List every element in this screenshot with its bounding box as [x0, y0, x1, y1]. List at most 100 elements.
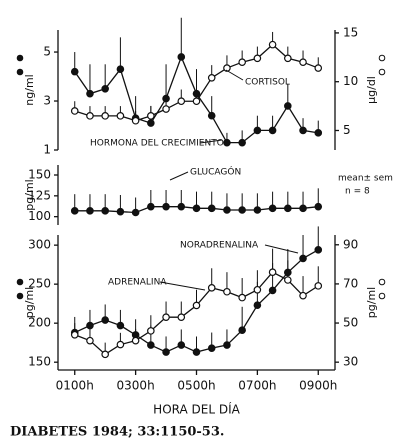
point [147, 341, 155, 349]
y2-tick-label: 15 [343, 25, 358, 39]
point [268, 40, 277, 49]
x-tick-label: 0900h [299, 379, 337, 393]
point [192, 204, 201, 213]
y2-tick-label: 50 [343, 316, 358, 330]
point [299, 58, 307, 66]
y2-tick-label: 5 [343, 123, 351, 137]
y2-axis-label: pg/ml [365, 287, 378, 318]
axis-symbol [378, 54, 386, 62]
point [207, 111, 216, 120]
point [284, 276, 292, 284]
point [101, 112, 109, 120]
point [116, 321, 125, 330]
label-arrow [264, 244, 299, 254]
y-tick-label: 300 [28, 238, 51, 252]
point [116, 207, 125, 216]
point [268, 204, 277, 213]
point [299, 126, 307, 135]
point [101, 84, 109, 93]
point [116, 340, 125, 349]
point [253, 54, 262, 63]
point [238, 326, 246, 335]
series-label: HORMONA DEL CRECIMIENTO [90, 139, 224, 149]
y2-tick-label: 90 [343, 237, 358, 251]
point [223, 138, 231, 147]
y2-tick-label: 10 [343, 74, 358, 88]
point [314, 129, 323, 137]
point [147, 327, 155, 335]
point [253, 206, 262, 214]
x-tick-label: 0300h [117, 379, 155, 393]
point [70, 207, 79, 215]
point [314, 246, 323, 254]
point [314, 64, 323, 72]
point [192, 301, 201, 310]
x-axis-label: HORA DEL DÍA [153, 402, 240, 417]
point [177, 53, 186, 61]
series-label: GLUCAGÓN [190, 166, 241, 178]
point [268, 286, 277, 295]
point [86, 112, 94, 120]
point [268, 268, 277, 276]
point [116, 65, 125, 73]
series-label: NORADRENALINA [180, 241, 259, 251]
point [101, 316, 109, 324]
point [253, 301, 262, 310]
point [162, 105, 170, 113]
point [207, 284, 216, 292]
y-tick-label: 150 [28, 168, 51, 182]
point [207, 204, 216, 213]
annotation: n = 8 [345, 187, 370, 197]
point [223, 206, 231, 214]
point [162, 348, 170, 356]
series-label: ADRENALINA [108, 278, 167, 288]
y-tick-label: 3 [43, 94, 51, 108]
axis-symbol [16, 68, 24, 76]
point [207, 344, 216, 352]
point [238, 138, 246, 147]
y-axis-label: pg/ml [23, 179, 36, 210]
point [223, 287, 231, 296]
point [223, 341, 231, 349]
y-tick-label: 150 [28, 355, 51, 369]
y2-tick-label: 70 [343, 276, 358, 290]
point [284, 204, 292, 213]
point [284, 54, 292, 63]
point [299, 291, 307, 300]
point [207, 74, 216, 82]
y-tick-label: 5 [43, 45, 51, 59]
point [147, 112, 155, 120]
point [253, 285, 262, 294]
label-arrow [199, 139, 223, 144]
point [101, 207, 109, 215]
y-tick-label: 200 [28, 316, 51, 330]
point [86, 89, 94, 98]
y-axis-label: ng/ml [23, 74, 36, 105]
point [299, 254, 307, 263]
label-arrow [225, 69, 244, 81]
point [177, 97, 186, 106]
point [162, 202, 170, 211]
point [177, 313, 186, 321]
point [253, 126, 262, 135]
axis-symbol [378, 68, 386, 76]
y2-tick-label: 30 [343, 355, 358, 369]
y-axis-label: pg/ml [23, 287, 36, 318]
point [162, 313, 170, 321]
x-tick-label: 0100h [56, 379, 94, 393]
point [131, 208, 140, 217]
point [86, 207, 94, 215]
axis-symbol [378, 292, 386, 300]
series-label: CORTISOL [245, 78, 290, 88]
axis-symbol [16, 54, 24, 62]
point [299, 204, 307, 213]
point [238, 206, 246, 214]
y-tick-label: 1 [43, 143, 51, 157]
point [147, 119, 155, 127]
point [268, 126, 277, 135]
axis-symbol [16, 292, 24, 300]
point [101, 350, 109, 359]
point [284, 102, 292, 110]
axis-symbol [16, 278, 24, 286]
